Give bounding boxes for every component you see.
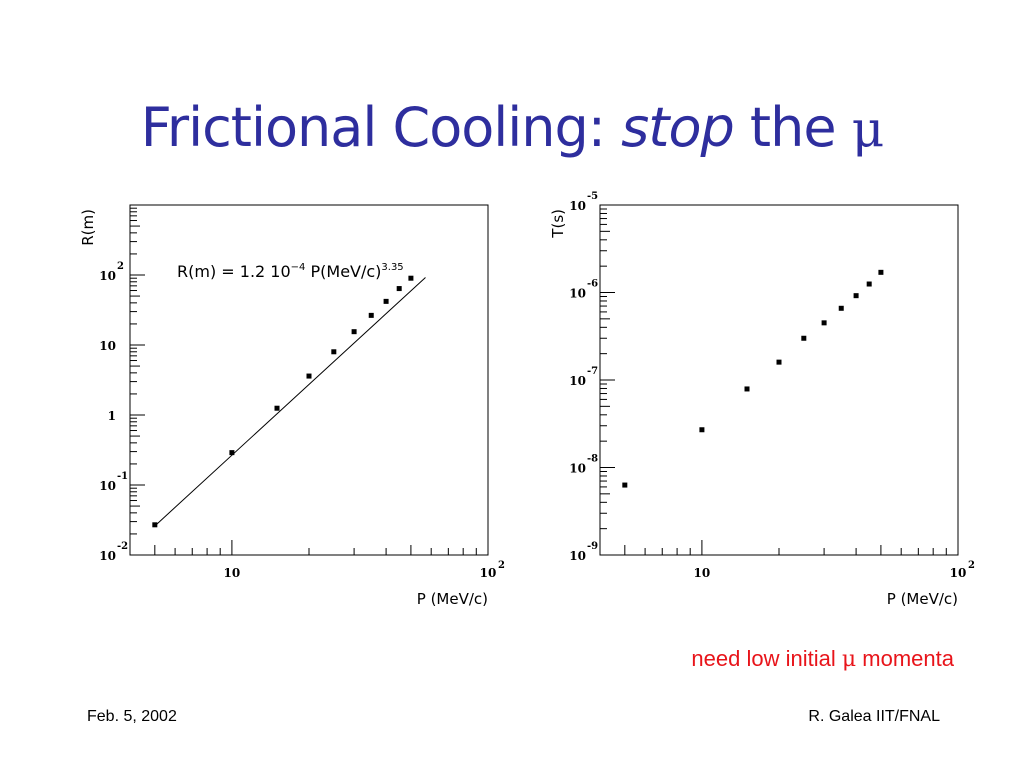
data-point	[274, 405, 280, 411]
fit-equation-power: 3.35	[381, 262, 403, 273]
data-point	[383, 298, 389, 304]
fit-equation: R(m) = 1.2 10−4 P(MeV/c)3.35	[177, 262, 404, 281]
slide-title: Frictional Cooling: stop the μ	[0, 96, 1024, 159]
range-chart: 10 10 2 10 -2 10 -1 1 10 10 2 P (MeV/c) R(m) R(m) = 1…	[70, 180, 510, 620]
y-tick-label: 10	[569, 462, 586, 476]
x-tick-exponent: 2	[498, 560, 505, 571]
title-prefix: Frictional Cooling:	[140, 96, 622, 159]
data-point	[699, 427, 705, 433]
fit-equation-base: R(m) = 1.2 10	[177, 262, 291, 281]
y-axis-label: T(s)	[549, 209, 567, 239]
y-tick-label: 10	[569, 374, 586, 388]
y-tick-exponent: -7	[587, 366, 598, 377]
data-point	[351, 329, 357, 335]
y-tick-exponent: -1	[117, 471, 128, 482]
data-point	[229, 450, 235, 456]
data-point	[801, 335, 807, 341]
y-tick-label: 10	[569, 199, 586, 213]
x-axis-label: P (MeV/c)	[417, 590, 488, 608]
momenta-note: need low initial μ momenta	[560, 646, 954, 672]
x-tick-label: 10	[224, 566, 241, 580]
x-tick-label: 10	[950, 566, 967, 580]
data-point	[306, 373, 312, 379]
x-tick-label: 10	[480, 566, 497, 580]
plot-frame	[599, 204, 959, 556]
time-chart: 10 10 2 10 -9 10 -8 10 -7 10 -6 10 -5 P (MeV/c) T(s)	[540, 180, 980, 620]
y-tick-label: 1	[108, 409, 116, 423]
fit-line	[154, 277, 426, 527]
data-point	[878, 269, 884, 275]
data-point	[396, 286, 402, 292]
y-tick-label: 10	[569, 549, 586, 563]
title-middle: the	[733, 96, 852, 159]
data-point	[838, 305, 844, 311]
y-tick-exponent: -2	[117, 541, 128, 552]
y-tick-label: 10	[569, 287, 586, 301]
note-mu-symbol: μ	[841, 647, 857, 672]
data-point	[821, 320, 827, 326]
x-tick-exponent: 2	[968, 560, 975, 571]
title-emphasis: stop	[621, 96, 735, 159]
title-mu-symbol: μ	[851, 100, 884, 158]
y-tick-exponent: -9	[587, 541, 598, 552]
y-tick-label: 10	[99, 479, 116, 493]
fit-equation-variable: P(MeV/c)	[305, 262, 381, 281]
plot-frame	[129, 204, 489, 556]
data-point	[408, 275, 414, 281]
y-tick-exponent: 2	[117, 261, 124, 272]
data-point	[866, 281, 872, 287]
data-point	[152, 522, 158, 528]
data-point	[622, 482, 628, 488]
data-point	[331, 349, 337, 355]
note-prefix: need low initial	[691, 646, 842, 671]
y-tick-exponent: -8	[587, 454, 598, 465]
data-point	[368, 312, 374, 318]
y-tick-exponent: -5	[587, 191, 598, 202]
x-axis-label: P (MeV/c)	[887, 590, 958, 608]
fit-equation-exponent: −4	[291, 262, 306, 273]
data-point	[853, 293, 859, 299]
footer-date: Feb. 5, 2002	[87, 708, 177, 725]
y-tick-label: 10	[99, 269, 116, 283]
x-tick-label: 10	[694, 566, 711, 580]
y-tick-exponent: -6	[587, 279, 598, 290]
data-point	[744, 386, 750, 392]
data-point	[776, 359, 782, 365]
y-tick-label: 10	[99, 549, 116, 563]
footer-author: R. Galea IIT/FNAL	[808, 708, 940, 725]
note-suffix: momenta	[856, 646, 954, 671]
y-axis-label: R(m)	[79, 209, 97, 246]
y-tick-label: 10	[99, 339, 116, 353]
